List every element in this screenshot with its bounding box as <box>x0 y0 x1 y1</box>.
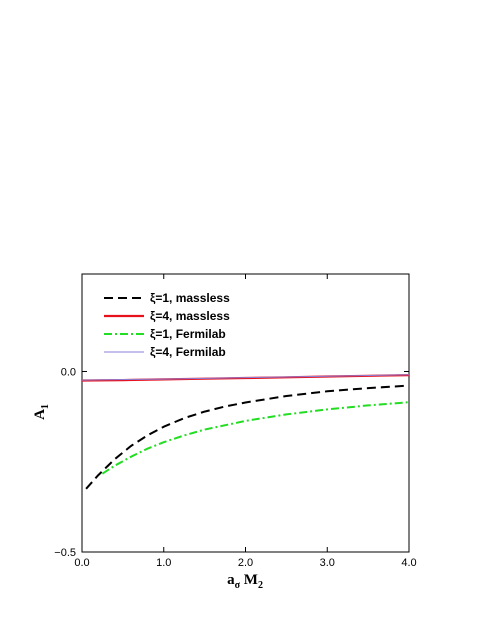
legend-label-2: ξ=4, massless <box>150 309 230 323</box>
series-line-3 <box>101 401 410 475</box>
x-tick-label: 3.0 <box>320 557 335 569</box>
legend-label-1: ξ=1, massless <box>150 291 230 305</box>
series-line-4 <box>81 374 410 381</box>
x-tick-label: 0.0 <box>74 557 89 569</box>
x-tick-label: 2.0 <box>238 557 253 569</box>
legend: ξ=1, massless ξ=4, massless ξ=1, Fermilab ξ… <box>104 291 230 359</box>
y-tick-label: 0.0 <box>61 366 76 378</box>
x-tick-label: 4.0 <box>401 557 416 569</box>
legend-label-4: ξ=4, Fermilab <box>150 345 226 359</box>
axis-ticks: 0.0 1.0 2.0 3.0 4.0−0.50.0 <box>54 274 417 569</box>
legend-label-3: ξ=1, Fermilab <box>150 327 226 341</box>
y-axis-title: A1 <box>32 404 51 420</box>
series-layer <box>81 374 410 490</box>
series-line-1 <box>85 384 410 490</box>
x-axis-title: aσ M2 <box>227 572 263 591</box>
y-tick-label: −0.5 <box>54 547 76 559</box>
x-tick-label: 1.0 <box>156 557 171 569</box>
